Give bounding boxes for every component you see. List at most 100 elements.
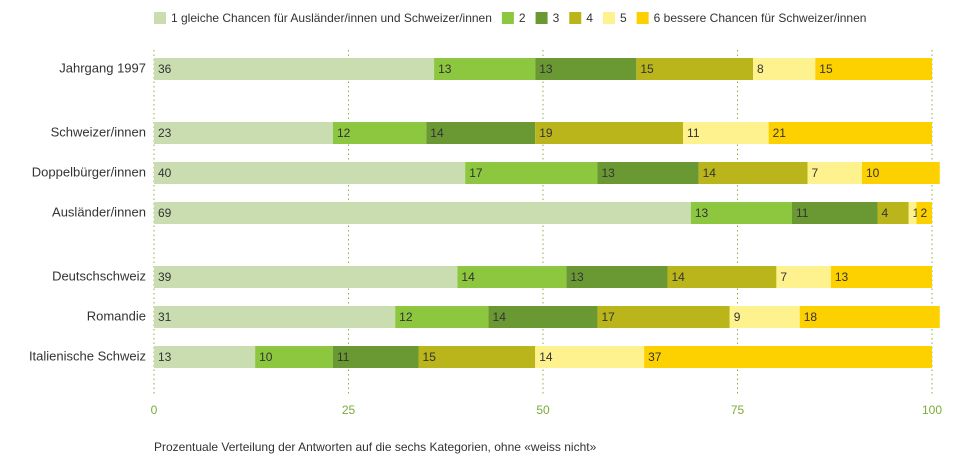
bar-segment <box>861 162 940 184</box>
data-label: 7 <box>812 166 819 180</box>
x-tick-label: 25 <box>342 403 356 417</box>
bar-segment <box>597 306 730 328</box>
data-label: 31 <box>158 310 172 324</box>
bar-segment <box>916 202 932 224</box>
bar-segment <box>799 306 940 328</box>
data-label: 14 <box>703 166 717 180</box>
bar-segment <box>154 122 333 144</box>
bar-segment <box>791 202 878 224</box>
bar-segment <box>488 306 598 328</box>
data-label: 8 <box>757 62 764 76</box>
x-tick-label: 75 <box>731 403 745 417</box>
bar-segment <box>154 58 435 80</box>
bar-segment <box>729 306 800 328</box>
data-label: 10 <box>866 166 880 180</box>
y-tick-label: Jahrgang 1997 <box>59 60 146 75</box>
y-tick-label: Doppelbürger/innen <box>32 164 146 179</box>
data-label: 11 <box>687 126 700 140</box>
data-label: 14 <box>461 270 475 284</box>
bar-segment <box>434 58 536 80</box>
y-tick-label: Italienische Schweiz <box>29 348 146 363</box>
data-label: 69 <box>158 206 172 220</box>
data-label: 15 <box>640 62 654 76</box>
bar-segment <box>426 122 536 144</box>
data-label: 10 <box>259 350 273 364</box>
bar-segment <box>690 202 792 224</box>
x-tick-label: 0 <box>151 403 158 417</box>
bar-segment <box>332 122 427 144</box>
data-label: 14 <box>430 126 444 140</box>
legend-swatch <box>569 12 582 24</box>
legend-swatch <box>501 12 514 24</box>
bar-segment <box>418 346 536 368</box>
bar-segment <box>683 122 769 144</box>
legend-swatch <box>154 12 166 24</box>
data-label: 4 <box>882 206 889 220</box>
bar-segment <box>698 162 808 184</box>
y-tick-label: Ausländer/innen <box>52 204 146 219</box>
bar-segment <box>566 266 668 288</box>
y-tick-label: Schweizer/innen <box>51 124 146 139</box>
data-label: 7 <box>780 270 787 284</box>
data-label: 36 <box>158 62 172 76</box>
data-label: 13 <box>158 350 172 364</box>
x-tick-label: 50 <box>536 403 550 417</box>
legend-swatch <box>636 12 649 24</box>
data-label: 17 <box>469 166 483 180</box>
bar-segment <box>768 122 932 144</box>
data-label: 17 <box>601 310 615 324</box>
data-label: 13 <box>539 62 553 76</box>
legend-label: 4 <box>586 11 593 25</box>
data-label: 21 <box>773 126 787 140</box>
data-label: 14 <box>539 350 553 364</box>
bar-segment <box>776 266 831 288</box>
bar-segment <box>465 162 598 184</box>
y-tick-label: Romandie <box>87 308 146 323</box>
bar-segment <box>877 202 909 224</box>
bar-segment <box>154 162 466 184</box>
bar-segment <box>255 346 333 368</box>
data-label: 12 <box>337 126 351 140</box>
data-label: 23 <box>158 126 172 140</box>
data-label: 13 <box>601 166 615 180</box>
data-label: 2 <box>920 206 927 220</box>
bar-segment <box>457 266 567 288</box>
legend-label: 2 <box>519 11 526 25</box>
bar-segment <box>636 58 754 80</box>
bar-segment <box>535 122 684 144</box>
data-label: 13 <box>835 270 849 284</box>
bar-segment <box>807 162 862 184</box>
data-label: 14 <box>671 270 685 284</box>
data-label: 13 <box>438 62 452 76</box>
data-label: 12 <box>399 310 413 324</box>
data-label: 14 <box>493 310 507 324</box>
data-label: 40 <box>158 166 172 180</box>
data-label: 11 <box>337 350 350 364</box>
data-label: 18 <box>804 310 818 324</box>
bar-segment <box>597 162 699 184</box>
data-label: 19 <box>539 126 553 140</box>
data-label: 13 <box>695 206 709 220</box>
bar-segment <box>154 306 396 328</box>
bar-segment <box>644 346 932 368</box>
legend-label: 6 bessere Chancen für Schweizer/innen <box>654 11 867 25</box>
bar-segment <box>815 58 932 80</box>
bar-segment <box>535 346 645 368</box>
legend-swatch <box>602 12 615 24</box>
data-label: 15 <box>819 62 833 76</box>
data-label: 11 <box>796 206 809 220</box>
data-label: 37 <box>648 350 662 364</box>
bar-segment <box>667 266 777 288</box>
bar-segment <box>332 346 419 368</box>
data-label: 13 <box>570 270 584 284</box>
data-label: 39 <box>158 270 172 284</box>
legend-label: 3 <box>553 11 560 25</box>
legend-swatch <box>535 12 548 24</box>
data-label: 9 <box>734 310 741 324</box>
note: Prozentuale Verteilung der Antworten auf… <box>154 440 597 454</box>
x-tick-label: 100 <box>922 403 942 417</box>
bar-segment <box>535 58 637 80</box>
bar-segment <box>753 58 816 80</box>
bar-segment <box>154 346 256 368</box>
bar-segment <box>154 266 458 288</box>
